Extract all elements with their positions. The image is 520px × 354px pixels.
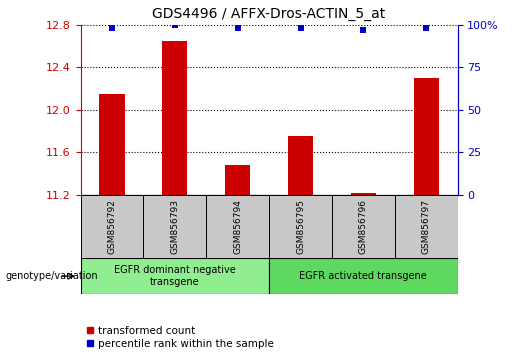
Text: GSM856792: GSM856792 xyxy=(108,199,116,254)
Point xyxy=(296,25,305,31)
Bar xyxy=(81,258,269,294)
Point xyxy=(359,27,368,33)
Bar xyxy=(351,193,376,195)
Bar xyxy=(225,165,250,195)
Bar xyxy=(162,41,187,195)
Bar xyxy=(99,94,125,195)
Text: GSM856797: GSM856797 xyxy=(422,199,431,254)
Bar xyxy=(269,195,332,258)
Bar xyxy=(269,258,458,294)
Bar xyxy=(332,195,395,258)
Point xyxy=(233,25,242,31)
Text: GSM856795: GSM856795 xyxy=(296,199,305,254)
Legend: transformed count, percentile rank within the sample: transformed count, percentile rank withi… xyxy=(86,326,274,349)
Bar xyxy=(144,195,206,258)
Title: GDS4496 / AFFX-Dros-ACTIN_5_at: GDS4496 / AFFX-Dros-ACTIN_5_at xyxy=(152,7,386,21)
Point xyxy=(422,25,431,31)
Text: genotype/variation: genotype/variation xyxy=(5,271,98,281)
Point xyxy=(108,25,116,31)
Bar xyxy=(206,195,269,258)
Bar xyxy=(81,195,144,258)
Bar xyxy=(395,195,458,258)
Text: GSM856794: GSM856794 xyxy=(233,199,242,254)
Text: EGFR dominant negative
transgene: EGFR dominant negative transgene xyxy=(114,265,236,287)
Text: EGFR activated transgene: EGFR activated transgene xyxy=(300,271,427,281)
Bar xyxy=(413,78,439,195)
Bar xyxy=(288,136,313,195)
Text: GSM856796: GSM856796 xyxy=(359,199,368,254)
Text: GSM856793: GSM856793 xyxy=(171,199,179,254)
Point xyxy=(171,22,179,28)
